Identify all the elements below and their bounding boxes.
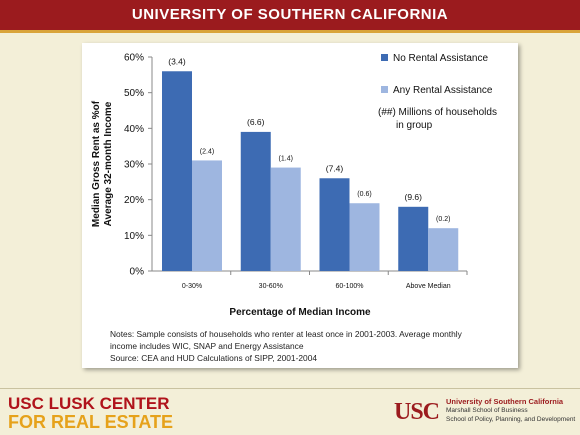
y-tick-label: 10% xyxy=(124,231,144,242)
chart-annotation: (##) Millions of households xyxy=(378,107,497,118)
usc-school-block: University of Southern California Marsha… xyxy=(446,397,575,424)
lusk-logo-line-1: USC LUSK CENTER xyxy=(8,394,170,413)
chart-annotation: in group xyxy=(396,120,433,131)
notes-line-1: Notes: Sample consists of households who… xyxy=(110,329,462,339)
footer-rule xyxy=(0,388,580,389)
bar-data-label: (2.4) xyxy=(200,148,214,155)
bar-data-label: (6.6) xyxy=(247,117,265,127)
y-tick-label: 40% xyxy=(124,124,144,135)
usc-school-1: Marshall School of Business xyxy=(446,407,528,414)
y-tick-label: 60% xyxy=(124,53,144,64)
legend-swatch xyxy=(381,54,388,61)
bar xyxy=(192,160,222,271)
header-rule xyxy=(0,30,580,33)
y-axis-title-line: Median Gross Rent as %of xyxy=(91,100,102,227)
bar xyxy=(162,71,192,271)
usc-name: University of Southern California xyxy=(446,397,564,406)
bar xyxy=(398,206,429,271)
x-tick-label: 30-60% xyxy=(259,283,283,290)
x-tick-label: 60-100% xyxy=(335,283,363,290)
bar-data-label: (1.4) xyxy=(279,156,293,163)
y-tick-label: 20% xyxy=(124,195,144,206)
y-tick-label: 0% xyxy=(130,267,145,278)
usc-school-2: School of Policy, Planning, and Developm… xyxy=(446,416,576,423)
lusk-logo-line-2: FOR REAL ESTATE xyxy=(8,412,174,432)
lusk-center-logo: USC LUSK CENTER FOR REAL ESTATE xyxy=(8,394,174,432)
bar-data-label: (0.6) xyxy=(357,191,371,198)
usc-logo: USC xyxy=(394,399,440,425)
bar xyxy=(270,167,301,271)
x-tick-label: Above Median xyxy=(406,283,451,290)
legend-label: No Rental Assistance xyxy=(393,53,488,64)
notes-source: Source: CEA and HUD Calculations of SIPP… xyxy=(110,353,318,363)
chart-panel: Median Gross Rent as %ofAverage 32-month… xyxy=(82,43,518,368)
bar-data-label: (7.4) xyxy=(326,163,344,173)
bar-data-label: (3.4) xyxy=(168,56,186,66)
x-tick-label: 0-30% xyxy=(182,283,202,290)
y-tick-label: 30% xyxy=(124,160,144,171)
y-axis-title-line: Average 32-month Income xyxy=(103,101,114,226)
bar-chart: Median Gross Rent as %ofAverage 32-month… xyxy=(91,53,497,319)
bar xyxy=(349,203,380,271)
page-header: UNIVERSITY OF SOUTHERN CALIFORNIA xyxy=(0,0,580,30)
notes-line-2: income includes WIC, SNAP and Energy Ass… xyxy=(110,341,304,351)
bar xyxy=(428,228,459,271)
legend-label: Any Rental Assistance xyxy=(393,85,493,96)
y-tick-label: 50% xyxy=(124,88,144,99)
chart-notes: Notes: Sample consists of households who… xyxy=(110,328,510,364)
bar xyxy=(240,131,271,271)
bar xyxy=(319,178,350,271)
y-axis-title: Median Gross Rent as %ofAverage 32-month… xyxy=(91,100,114,227)
bar-data-label: (0.2) xyxy=(436,216,450,223)
legend-swatch xyxy=(381,86,388,93)
x-axis-title: Percentage of Median Income xyxy=(229,307,371,318)
bar-data-label: (9.6) xyxy=(405,192,423,202)
